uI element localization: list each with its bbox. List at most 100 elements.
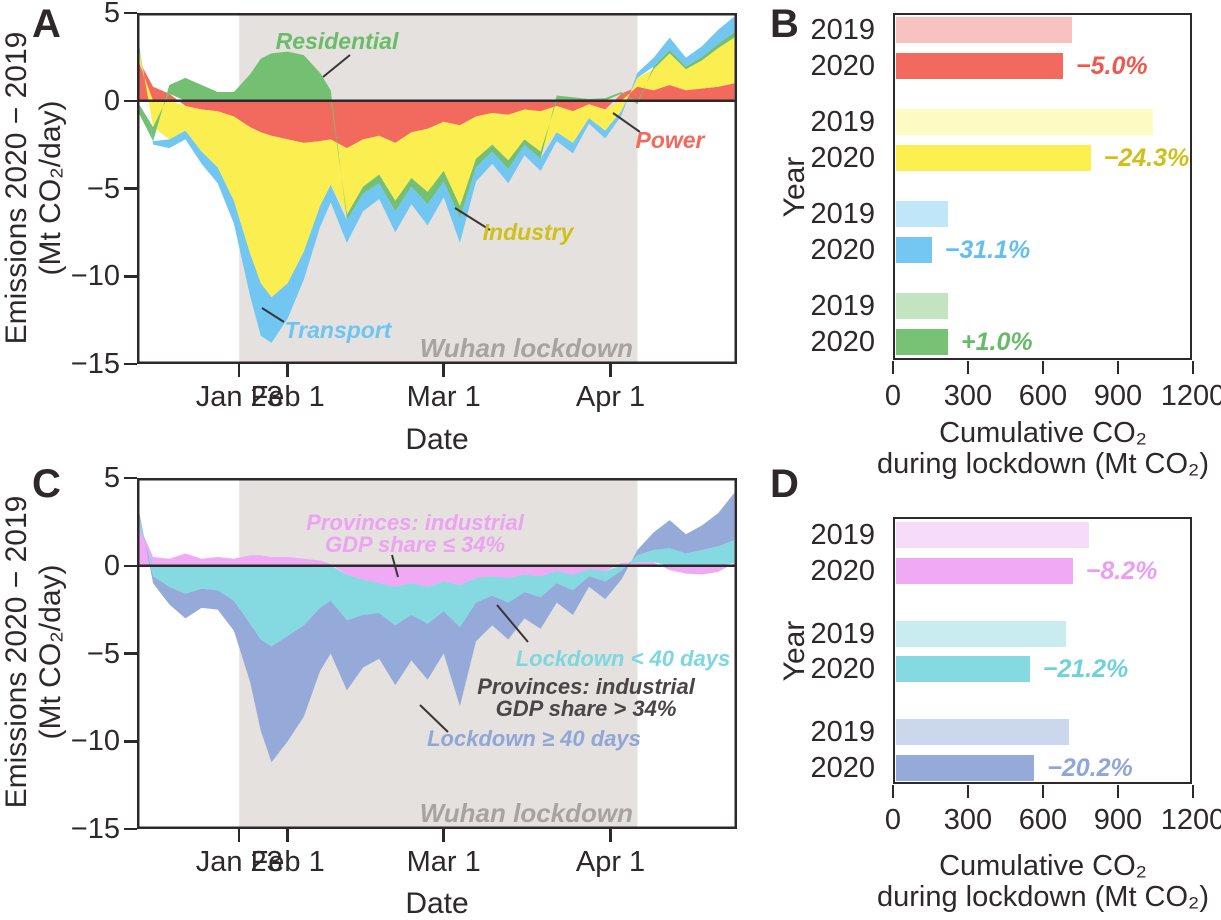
annotation-pointer-3 [261, 307, 285, 323]
annotation-pointer-1 [391, 554, 399, 578]
panel-c-y-axis-title-line1: Emissions 2020 − 2019 [0, 495, 33, 809]
annotation-c-1: GDP share ≤ 34% [324, 532, 505, 557]
panel-a-x-axis-title: Date [405, 423, 469, 456]
change-label-b-1: −24.3% [1103, 143, 1190, 172]
x-tick-label: Feb 1 [250, 381, 325, 413]
x-tick-mark [609, 829, 612, 842]
bar-b-group2-2020 [895, 236, 932, 263]
year-tick-label: 2019 [810, 290, 875, 322]
annotation-c-3: Provinces: industrial [477, 674, 695, 699]
x-tick-label: 900 [1093, 804, 1143, 836]
year-tick-label: 2019 [810, 198, 875, 230]
y-tick-mark [124, 99, 137, 102]
annotation-pointer-2 [496, 604, 529, 643]
area-band-1 [137, 34, 735, 298]
x-tick-label: Jan 23 [195, 381, 283, 413]
bar-b-group0-2020 [895, 52, 1063, 79]
x-tick-label: 0 [884, 804, 902, 836]
x-tick-label: Mar 1 [406, 846, 481, 878]
annotation-pointer-5 [419, 704, 449, 733]
y-tick-label: 5 [103, 462, 120, 494]
change-label-d-1: −21.2% [1042, 655, 1129, 683]
change-label-d-2: −20.2% [1047, 753, 1133, 782]
bar-b-group3-2019 [895, 293, 948, 319]
y-tick-mark [124, 187, 137, 190]
area-band-1 [137, 507, 735, 647]
annotation-c-4: GDP share > 34% [495, 696, 677, 721]
x-tick-label: 300 [943, 804, 993, 836]
y-tick-label: −15 [70, 813, 120, 845]
panel-d-y-axis-title: Year [778, 620, 811, 682]
annotation-pointer-1 [612, 112, 641, 133]
change-label-b-0: −5.0% [1076, 51, 1148, 80]
annotation-c-5: Lockdown ≥ 40 days [427, 726, 641, 751]
panel-d-x-axis-title-line1: Cumulative CO₂ [939, 850, 1147, 882]
y-tick-label: −10 [70, 725, 120, 758]
annotation-pointer-2 [454, 207, 491, 231]
year-tick-label: 2020 [810, 751, 875, 784]
x-tick-mark [286, 829, 289, 842]
panel-c-label: C [32, 462, 61, 506]
x-tick-mark [966, 785, 970, 798]
annotation-c-2: Lockdown < 40 days [515, 646, 731, 671]
year-tick-label: 2020 [810, 49, 875, 82]
y-tick-mark [124, 11, 137, 15]
bar-b-group3-2020 [895, 328, 948, 355]
panel-a-plot [137, 13, 737, 364]
bar-d-group2-2019 [895, 719, 1070, 745]
panel-a-y-axis-title-line1: Emissions 2020 − 2019 [0, 31, 33, 345]
annotation-a-4: Wuhan lockdown [419, 333, 633, 363]
change-label-d-0: −8.2% [1085, 556, 1158, 585]
x-tick-label: 600 [1018, 380, 1068, 412]
y-tick-label: −5 [86, 172, 120, 205]
y-tick-label: 0 [103, 84, 120, 117]
area-band-0 [137, 520, 735, 587]
x-tick-mark [1191, 361, 1195, 374]
y-tick-label: −5 [86, 637, 120, 670]
bar-d-group2-2020 [895, 754, 1035, 781]
x-tick-label: Apr 1 [575, 846, 646, 878]
x-tick-mark [237, 829, 241, 842]
y-tick-mark [124, 275, 137, 278]
plot-border [137, 478, 737, 829]
y-tick-mark [124, 652, 137, 655]
x-tick-label: Feb 1 [250, 846, 325, 878]
annotation-a-1: Power [635, 126, 705, 153]
panel-b-plot-border [893, 13, 1192, 360]
year-tick-label: 2020 [810, 653, 875, 685]
area-band-2 [137, 492, 735, 763]
area-band-0 [137, 56, 735, 149]
plot-border [137, 13, 737, 364]
panel-d-label: D [770, 462, 799, 506]
bar-d-group0-2020 [895, 557, 1073, 584]
x-tick-label: 0 [884, 380, 902, 412]
x-tick-label: 1200 [1160, 804, 1221, 836]
year-tick-label: 2019 [810, 519, 875, 551]
annotation-c-0: Provinces: industrial [306, 510, 524, 535]
x-tick-label: 1200 [1160, 380, 1221, 412]
year-tick-label: 2019 [810, 106, 875, 138]
year-tick-label: 2019 [810, 14, 875, 46]
y-tick-label: 5 [103, 0, 120, 29]
bar-b-group0-2019 [895, 17, 1072, 43]
annotation-a-3: Transport [284, 316, 392, 343]
x-tick-mark [1041, 361, 1045, 374]
area-band-2 [137, 32, 735, 221]
y-tick-label: −15 [70, 348, 120, 380]
year-tick-label: 2020 [810, 233, 875, 266]
change-label-b-3: +1.0% [961, 327, 1033, 356]
panel-b-x-axis-title-line1: Cumulative CO₂ [939, 417, 1147, 449]
x-tick-label: Mar 1 [406, 381, 481, 413]
x-tick-mark [237, 364, 241, 377]
x-tick-mark [891, 361, 895, 374]
panel-b-x-axis-title-line2: during lockdown (Mt CO₂) [877, 448, 1209, 480]
panel-c-x-axis-title: Date [405, 887, 469, 920]
x-tick-mark [1116, 785, 1120, 798]
x-tick-mark [891, 785, 895, 798]
x-tick-label: 300 [943, 380, 993, 412]
panel-b-label: B [770, 2, 799, 46]
year-tick-label: 2020 [810, 141, 875, 174]
change-label-b-2: −31.1% [944, 235, 1031, 264]
x-tick-mark [1116, 361, 1120, 374]
annotation-a-0: Residential [275, 27, 399, 54]
